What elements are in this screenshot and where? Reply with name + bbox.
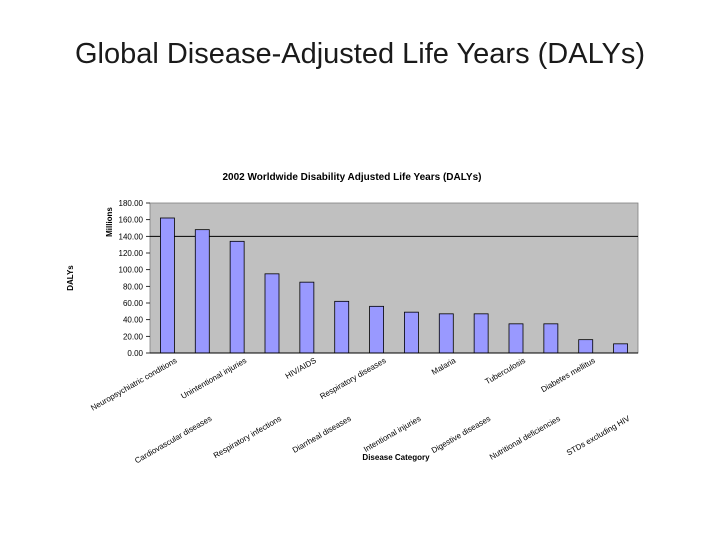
- y-tick-label: 120.00: [119, 249, 144, 258]
- bar-10: [473, 313, 489, 354]
- category-label: STDs excluding HIV: [565, 414, 632, 458]
- category-label: Nutritional deficiencies: [488, 414, 562, 462]
- y-tick-label: 80.00: [123, 282, 144, 291]
- category-label: Unintentional injuries: [179, 356, 248, 401]
- category-label: Respiratory infections: [212, 414, 283, 460]
- y-tick-label: 180.00: [119, 199, 144, 208]
- chart-title: 2002 Worldwide Disability Adjusted Life …: [223, 172, 482, 183]
- bar-8: [404, 311, 419, 354]
- y-tick-label: 40.00: [123, 316, 144, 325]
- bar-9: [438, 313, 454, 354]
- category-label: Malaria: [430, 356, 458, 377]
- y-axis-label: DALYs: [66, 265, 75, 291]
- category-label: Neuropsychiatric conditions: [89, 356, 178, 413]
- category-label: Cardiovascular diseases: [133, 414, 213, 465]
- y-tick-label: 160.00: [119, 216, 144, 225]
- bar-7: [369, 305, 384, 354]
- bar-12: [543, 323, 559, 354]
- y-tick-label: 60.00: [123, 299, 144, 308]
- y-tick-label: 140.00: [119, 232, 144, 241]
- bar-14: [613, 343, 628, 354]
- unit-label: Millions: [105, 207, 114, 237]
- x-axis-label: Disease Category: [362, 453, 430, 462]
- bar-6: [334, 300, 350, 354]
- plot-area: 0.00 20.00 40.00 60.00 80.00 100.00 120.00 140.…: [89, 199, 639, 465]
- category-label: Diabetes mellitus: [539, 356, 596, 394]
- category-label: HIV/AIDS: [284, 356, 318, 381]
- category-label: Intentional injuries: [362, 414, 422, 454]
- bar-2: [194, 229, 210, 354]
- y-tick-label: 20.00: [123, 332, 144, 341]
- y-tick-label: 0.00: [127, 349, 143, 358]
- bar-3: [229, 240, 245, 354]
- bar-5: [299, 281, 315, 354]
- category-label: Diarrheal diseases: [291, 414, 353, 455]
- bar-4: [264, 273, 280, 354]
- category-label: Respiratory diseases: [318, 356, 387, 401]
- category-label: Tuberculosis: [483, 356, 527, 386]
- y-tick-label: 100.00: [119, 266, 144, 275]
- bar-13: [578, 339, 594, 354]
- slide-title: Global Disease-Adjusted Life Years (DALY…: [74, 38, 646, 70]
- category-label: Digestive diseases: [430, 414, 492, 455]
- bar-11: [508, 323, 524, 354]
- bar-1: [160, 217, 175, 354]
- plot-background: [149, 202, 639, 354]
